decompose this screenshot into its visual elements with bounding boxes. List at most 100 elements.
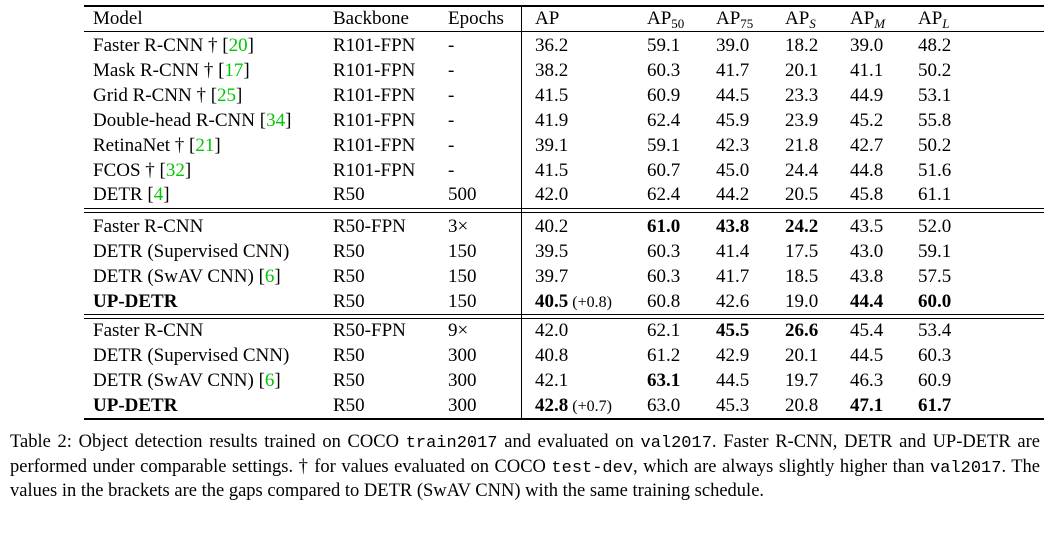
table-cell: 40.8 [535,344,568,368]
table-cell: DETR (Supervised CNN) [93,344,289,368]
table-cell: DETR [4] [93,183,170,207]
text: 60.3 [918,344,952,366]
table-cell: 300 [448,369,477,393]
text: 150 [448,290,477,312]
text: 44.2 [716,184,750,206]
table-cell: 53.1 [918,84,951,108]
table-cell: 61.0 [647,215,680,239]
text: 63.0 [647,394,681,416]
table-cell: 24.4 [785,159,818,183]
text: 42.8 [535,394,569,416]
text: R101-FPN [333,35,416,56]
text: 150 [448,240,477,262]
table-cell: 20.5 [785,183,818,207]
table-cell: 47.1 [850,394,883,418]
citation: 4 [153,184,164,206]
text: 59.1 [647,134,681,156]
text: 300 [448,344,477,366]
text: R101-FPN [333,109,416,131]
header-cell: AP [535,7,559,31]
text: Faster R-CNN [93,216,204,237]
table-cell: 50.2 [918,134,951,158]
text: 57.5 [918,265,952,287]
text: 43.8 [716,216,750,237]
text: 47.1 [850,394,884,416]
text: 41.5 [535,159,569,181]
text: 53.1 [918,84,952,106]
text: 62.4 [647,184,681,206]
table-cell: R50-FPN [333,215,406,239]
table-cell: 19.0 [785,290,818,314]
header-cell: APS [785,7,816,31]
text: R50 [333,290,365,312]
table-cell: R101-FPN [333,84,415,108]
table-cell: 44.8 [850,159,883,183]
table-cell: 44.5 [716,84,749,108]
table-cell: 42.7 [850,134,883,158]
text: R50 [333,394,365,416]
citation: 6 [264,265,275,287]
text: 20.5 [785,184,819,206]
table-cell: 24.2 [785,215,818,239]
text: Backbone [333,8,409,29]
table-cell: DETR (Supervised CNN) [93,240,289,264]
table-cell: 60.3 [918,344,951,368]
text: 43.5 [850,216,884,237]
text: - [448,35,455,56]
table-cell: UP-DETR [93,290,177,314]
text: 23.3 [785,84,819,106]
table-cell: 60.8 [647,290,680,314]
table-cell: 60.3 [647,240,680,264]
table-cell: 41.5 [535,159,568,183]
text: 20.1 [785,59,819,81]
table-cell: 63.1 [647,369,680,393]
table-cell: 41.5 [535,84,568,108]
text: 43.0 [850,240,884,262]
text: test-dev [551,458,634,478]
text: 39.1 [535,134,569,156]
table-cell: 44.2 [716,183,749,207]
text: M [874,16,886,31]
table-cell: 150 [448,265,477,289]
text: 9× [448,320,469,341]
text: 60.0 [918,290,952,312]
text: 60.3 [647,59,681,81]
table-cell: 9× [448,319,468,343]
table-cell: 52.0 [918,215,951,239]
table-cell: - [448,134,454,158]
text: 39.5 [535,240,569,262]
citation: 21 [195,134,215,156]
text: DETR (SwAV CNN) [ [93,265,265,287]
table-cell: R50 [333,265,365,289]
table-cell: 44.5 [850,344,883,368]
text: 41.9 [535,109,569,131]
table-cell: 45.5 [716,319,749,343]
table-cell: - [448,159,454,183]
text: ] [274,369,281,391]
text: R50 [333,184,365,206]
text: 50 [671,16,685,31]
text: ] [163,184,170,206]
text: 53.4 [918,320,952,341]
text: 60.8 [647,290,681,312]
table-cell: 300 [448,394,477,418]
table-cell: 41.9 [535,109,568,133]
table-cell: - [448,59,454,83]
text: 55.8 [918,109,952,131]
table-cell: 23.9 [785,109,818,133]
table-cell: UP-DETR [93,394,177,418]
text: val2017 [640,434,712,453]
rule [84,314,1044,315]
table-cell: - [448,84,454,108]
text: 39.0 [716,35,750,56]
text: 60.7 [647,159,681,181]
text: 60.3 [647,265,681,287]
rule [84,212,1044,213]
table-cell: 45.0 [716,159,749,183]
text: 40.5 [535,290,569,312]
table-cell: 39.0 [716,34,749,58]
text: , which are always slightly higher than [633,456,931,477]
table-cell: DETR (SwAV CNN) [6] [93,369,281,393]
table-cell: 150 [448,240,477,264]
text: DETR (Supervised CNN) [93,344,290,366]
